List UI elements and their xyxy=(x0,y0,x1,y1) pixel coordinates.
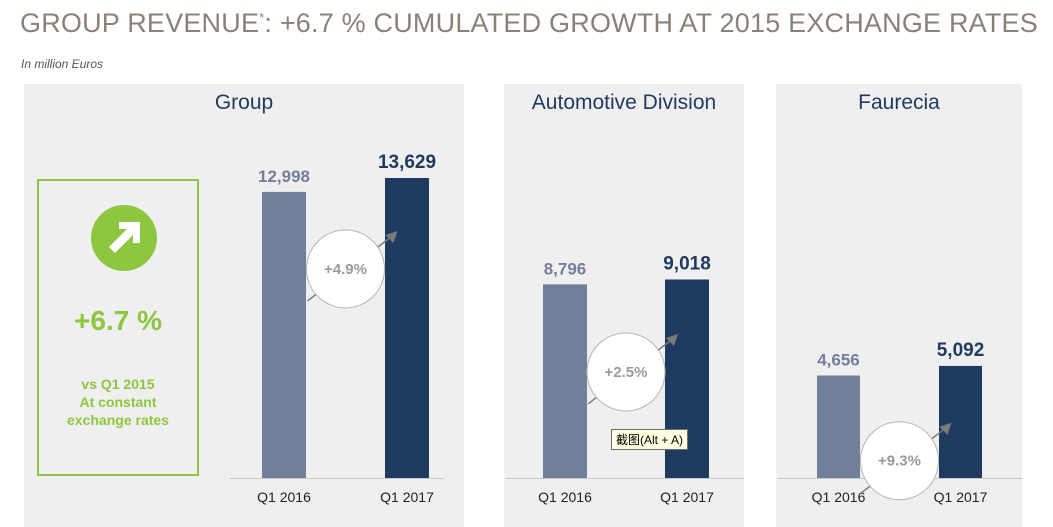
group-value-label: 12,998 xyxy=(258,167,310,186)
faurecia-tick-label: Q1 2017 xyxy=(934,489,988,505)
screenshot-tooltip: 截图(Alt + A) xyxy=(611,429,689,450)
group-growth-label: +4.9% xyxy=(324,261,367,278)
group-panel-title: Group xyxy=(214,91,274,114)
units-subtitle: In million Euros xyxy=(21,57,104,71)
automotive-bar-q1-2016 xyxy=(543,284,587,478)
faurecia-growth-bubble xyxy=(860,421,939,501)
faurecia-value-label: 4,656 xyxy=(817,351,860,370)
up-right-arrow-icon xyxy=(91,205,157,271)
group-tick-label: Q1 2017 xyxy=(380,489,434,505)
automotive-growth-arrow-head xyxy=(666,333,678,346)
group-growth-arrow-head xyxy=(385,230,398,243)
growth-value: +6.7 % xyxy=(74,305,162,336)
faurecia-growth-label: +9.3% xyxy=(878,453,921,470)
automotive-value-label: 8,796 xyxy=(544,259,587,278)
group-value-label: 13,629 xyxy=(378,152,436,173)
faurecia-value-label: 5,092 xyxy=(937,340,985,361)
automotive-tick-label: Q1 2016 xyxy=(538,489,592,505)
automotive-tick-label: Q1 2017 xyxy=(660,489,714,505)
automotive-value-label: 9,018 xyxy=(663,253,711,274)
group-bar-q1-2017 xyxy=(385,178,429,478)
page-title: GROUP REVENUE*: +6.7 % CUMULATED GROWTH … xyxy=(20,8,1038,38)
growth-note: vs Q1 2015 At constant exchange rates xyxy=(67,376,169,428)
automotive-growth-bubble xyxy=(586,332,666,412)
faurecia-panel-title: Faurecia xyxy=(858,91,940,114)
automotive-growth-label: +2.5% xyxy=(605,364,648,381)
group-tick-label: Q1 2016 xyxy=(257,489,311,505)
faurecia-bar-q1-2016 xyxy=(817,375,860,478)
faurecia-bar-q1-2017 xyxy=(939,365,982,478)
growth-highlight-box: +6.7 % vs Q1 2015 At constant exchange r… xyxy=(37,179,199,476)
faurecia-tick-label: Q1 2016 xyxy=(812,489,866,505)
group-growth-bubble xyxy=(306,229,385,309)
automotive-panel-title: Automotive Division xyxy=(531,91,717,114)
group-bar-q1-2016 xyxy=(262,191,306,478)
faurecia-growth-arrow-head xyxy=(939,422,952,435)
